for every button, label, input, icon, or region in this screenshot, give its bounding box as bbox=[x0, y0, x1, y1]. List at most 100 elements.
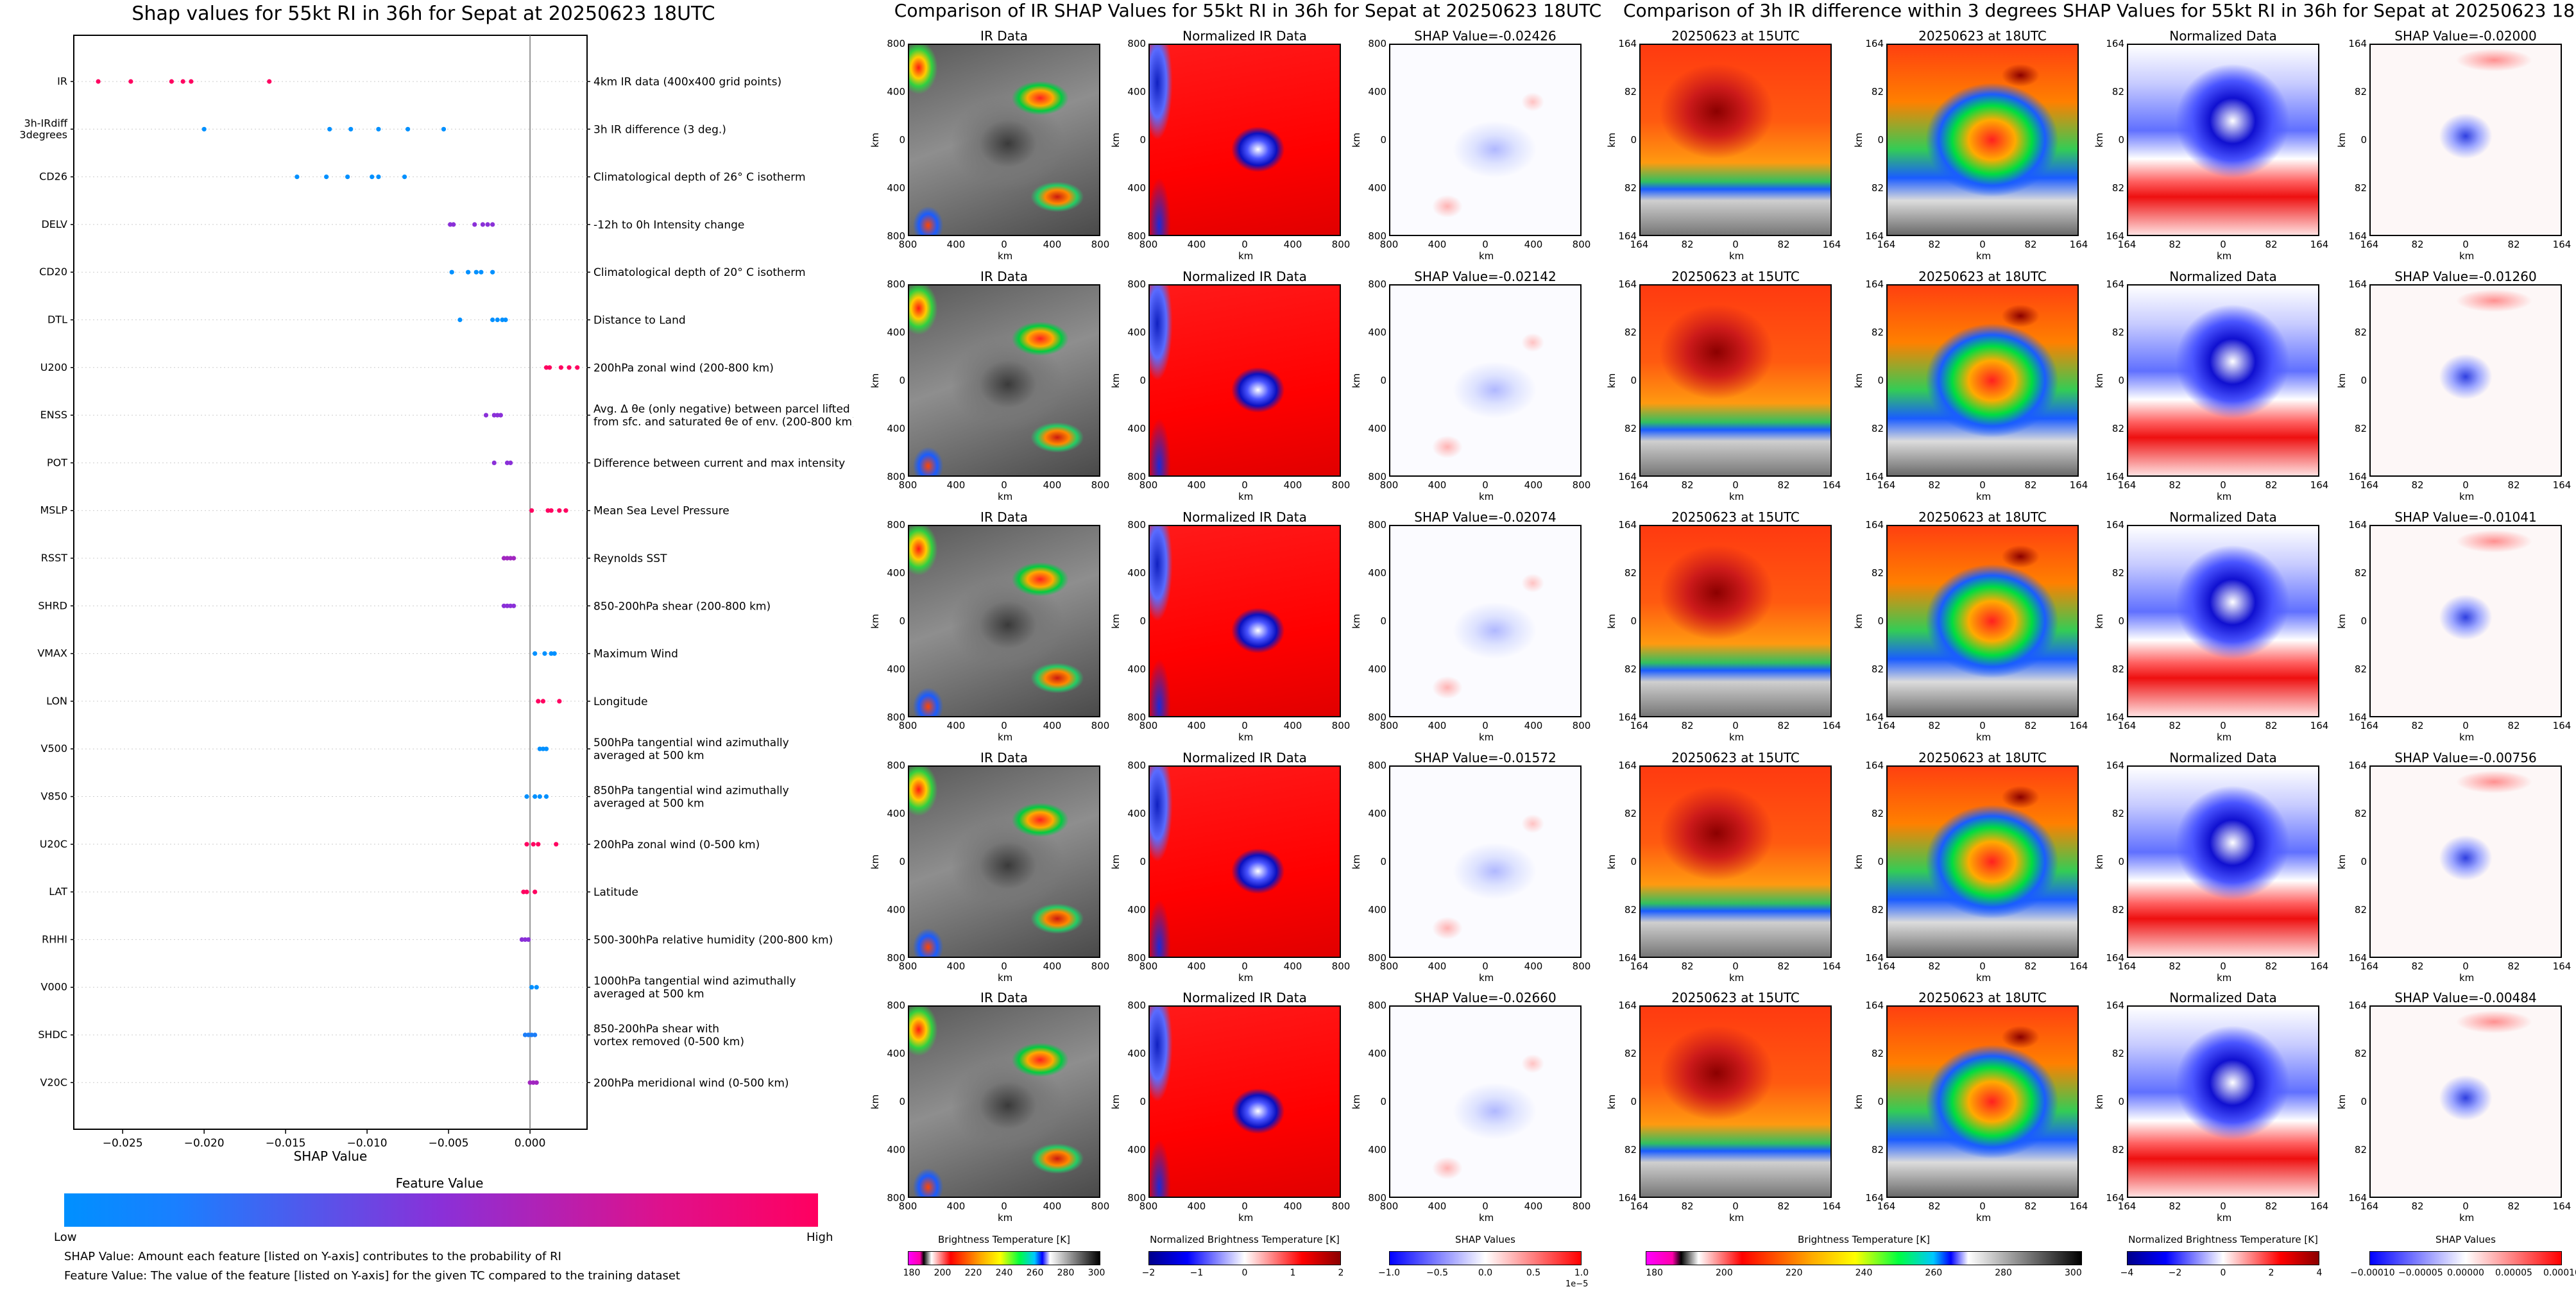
shap-point bbox=[511, 556, 516, 561]
feature-description: 200hPa meridional wind (0-500 km) bbox=[593, 1077, 789, 1089]
y-tick-label: 800 bbox=[1127, 278, 1146, 290]
shap-point bbox=[543, 794, 549, 799]
y-tick-label: 164 bbox=[1865, 519, 1884, 531]
colorbar-tick-label: 0 bbox=[2220, 1268, 2226, 1278]
x-axis-unit: km bbox=[2459, 731, 2475, 743]
feature-label: SHRD bbox=[38, 599, 67, 611]
y-axis-unit: km bbox=[2336, 854, 2348, 869]
shap-value-note: SHAP Value: Amount each feature [listed … bbox=[64, 1250, 561, 1263]
y-tick-label: 400 bbox=[1368, 567, 1386, 579]
shap-point bbox=[501, 556, 507, 561]
feature-label: SHDC bbox=[38, 1029, 67, 1041]
y-tick-label: 0 bbox=[1139, 1096, 1146, 1107]
panel-title-normalized: Normalized Data bbox=[2169, 269, 2277, 284]
y-tick-label: 800 bbox=[1368, 760, 1386, 771]
y-tick-label: 800 bbox=[1368, 230, 1386, 242]
feature-description: 4km IR data (400x400 grid points) bbox=[593, 76, 781, 89]
x-tick-label: 0 bbox=[1001, 720, 1007, 731]
panel-title-norm-ir: Normalized IR Data bbox=[1182, 269, 1307, 284]
y-tick-label: 0 bbox=[1139, 375, 1146, 386]
y-tick-label: 800 bbox=[887, 278, 905, 290]
x-tick-label: 82 bbox=[2024, 720, 2037, 731]
y-tick-label: 82 bbox=[1624, 1144, 1637, 1156]
y-axis-unit: km bbox=[1110, 373, 1122, 388]
ir-image-panel bbox=[1389, 284, 1582, 477]
feature-label: CD26 bbox=[39, 171, 67, 183]
x-tick-label: 164 bbox=[1630, 1200, 1649, 1212]
y-tick-label: 400 bbox=[1368, 423, 1386, 434]
y-tick-label: 82 bbox=[1624, 327, 1637, 338]
x-tick-label: 800 bbox=[898, 239, 917, 250]
shap-point bbox=[508, 556, 513, 561]
ir-diff-image-panel bbox=[2369, 284, 2562, 477]
shap-point bbox=[540, 746, 546, 751]
x-tick-label: 82 bbox=[2024, 1200, 2037, 1212]
ir-image-panel bbox=[1389, 44, 1582, 236]
y-tick-label: 164 bbox=[2106, 952, 2124, 964]
shap-point bbox=[128, 79, 133, 84]
y-tick-label: 82 bbox=[2111, 327, 2124, 338]
x-tick-label: 800 bbox=[898, 479, 917, 491]
ir-diff-image-panel bbox=[1886, 525, 2079, 717]
feature-label: ENSS bbox=[40, 409, 67, 421]
x-tick-label: 400 bbox=[1187, 960, 1206, 972]
ir-image-panel bbox=[908, 44, 1100, 236]
x-tick-label: 800 bbox=[1331, 960, 1351, 972]
x-tick-label: 400 bbox=[1428, 239, 1447, 250]
ir-image-panel bbox=[908, 284, 1100, 477]
x-axis-unit: km bbox=[998, 250, 1013, 262]
x-tick-label: 0 bbox=[2220, 1200, 2226, 1212]
shap-point bbox=[522, 937, 528, 942]
panel-title-shap: SHAP Value=-0.02660 bbox=[1414, 990, 1557, 1005]
feature-label: U200 bbox=[40, 361, 67, 373]
x-tick-label: 164 bbox=[2117, 239, 2137, 250]
x-tick-label: 400 bbox=[1283, 960, 1302, 972]
y-tick-label: 164 bbox=[2106, 1000, 2124, 1011]
y-tick-label: 400 bbox=[887, 567, 905, 579]
shap-point bbox=[508, 460, 513, 466]
x-tick-label: 400 bbox=[1283, 479, 1302, 491]
y-tick-label: 0 bbox=[899, 615, 905, 627]
feature-label: 3h-IRdiff 3degrees bbox=[19, 117, 68, 141]
y-axis-unit: km bbox=[1606, 1094, 1617, 1109]
shap-point bbox=[376, 175, 381, 180]
y-tick-label: 82 bbox=[2354, 423, 2367, 434]
panel-title-normalized: Normalized Data bbox=[2169, 750, 2277, 765]
ir-diff-image-panel bbox=[2127, 765, 2319, 958]
colorbar-tick-label: 4 bbox=[2316, 1268, 2323, 1278]
shap-point bbox=[531, 842, 536, 847]
x-axis-unit: km bbox=[998, 731, 1013, 743]
y-tick-label: 164 bbox=[1618, 38, 1637, 49]
y-tick-label: 0 bbox=[2360, 856, 2367, 867]
y-tick-label: 0 bbox=[2118, 615, 2124, 627]
ir-diff-image-panel bbox=[1886, 765, 2079, 958]
panel-title-15utc: 20250623 at 15UTC bbox=[1671, 269, 1800, 284]
y-tick-label: 82 bbox=[1871, 904, 1884, 916]
shap-point bbox=[554, 842, 559, 847]
x-axis-unit: km bbox=[2217, 731, 2232, 743]
feature-label: IR bbox=[57, 75, 67, 87]
y-tick-label: 400 bbox=[887, 1144, 905, 1156]
feature-description: Mean Sea Level Pressure bbox=[593, 505, 729, 518]
x-axis-unit: km bbox=[1479, 972, 1494, 984]
colorbar-title: Feature Value bbox=[395, 1175, 484, 1191]
y-axis-unit: km bbox=[869, 613, 881, 629]
colorbar-tick-label: 200 bbox=[934, 1268, 951, 1278]
y-tick-label: 400 bbox=[887, 327, 905, 338]
middle-shap-colorbar bbox=[1389, 1251, 1582, 1265]
x-tick-label: 82 bbox=[1681, 960, 1694, 972]
panel-title-ir: IR Data bbox=[980, 509, 1028, 525]
x-tick-label: 800 bbox=[1572, 720, 1591, 731]
feature-description: Avg. Δ θe (only negative) between parcel… bbox=[593, 403, 853, 429]
middle-section-title: Comparison of IR SHAP Values for 55kt RI… bbox=[894, 0, 1602, 21]
y-tick-label: 400 bbox=[1127, 904, 1146, 916]
y-tick-label: 82 bbox=[1624, 663, 1637, 675]
panel-title-shap: SHAP Value=-0.02074 bbox=[1414, 509, 1557, 525]
y-tick-label: 0 bbox=[899, 856, 905, 867]
ir-diff-image-panel bbox=[2369, 525, 2562, 717]
colorbar-tick-label: 0.5 bbox=[1526, 1268, 1541, 1278]
y-axis-unit: km bbox=[1110, 1094, 1122, 1109]
shap-point bbox=[533, 794, 538, 799]
y-tick-label: 800 bbox=[1368, 1192, 1386, 1204]
y-tick-label: 0 bbox=[2360, 1096, 2367, 1107]
